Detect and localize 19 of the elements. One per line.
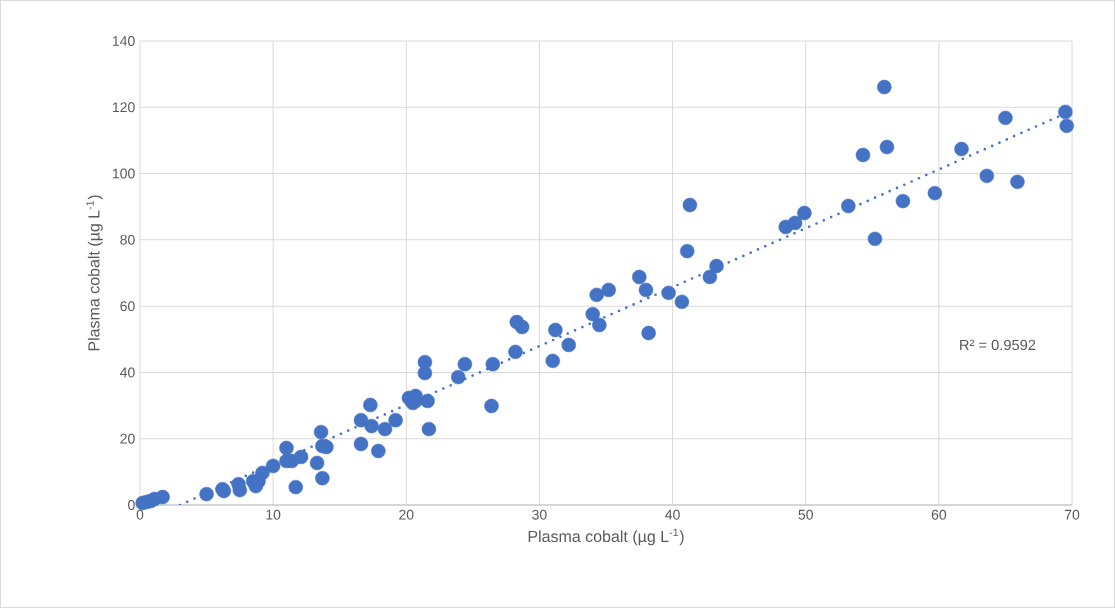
y-tick-label: 80 (120, 234, 135, 245)
x-tick-label: 10 (266, 509, 281, 520)
annotation: R² = 0.9592 (960, 339, 1036, 351)
y-tick-label: 20 (120, 433, 135, 444)
x-tick-label: 40 (665, 509, 680, 520)
y-tick-label: 40 (120, 367, 135, 378)
y-tick-label: 140 (112, 36, 135, 46)
x-axis-title: Plasma cobalt (µg L$^{-1}$) (528, 528, 684, 546)
x-tick-label: 0 (136, 509, 144, 520)
y-tick-label: 120 (112, 102, 135, 113)
y-tick-label: 60 (120, 301, 135, 312)
x-tick-label: 20 (399, 509, 414, 520)
y-axis-title: Plasma cobalt (µg L$^{-1}$) (86, 195, 103, 351)
x-tick-label: 30 (532, 509, 547, 520)
x-tick-label: 50 (798, 509, 813, 520)
y-tick-label: 0 (128, 500, 135, 510)
x-tick-label: 70 (1064, 509, 1080, 520)
x-tick-label: 60 (931, 509, 947, 520)
y-tick-label: 100 (112, 168, 135, 179)
